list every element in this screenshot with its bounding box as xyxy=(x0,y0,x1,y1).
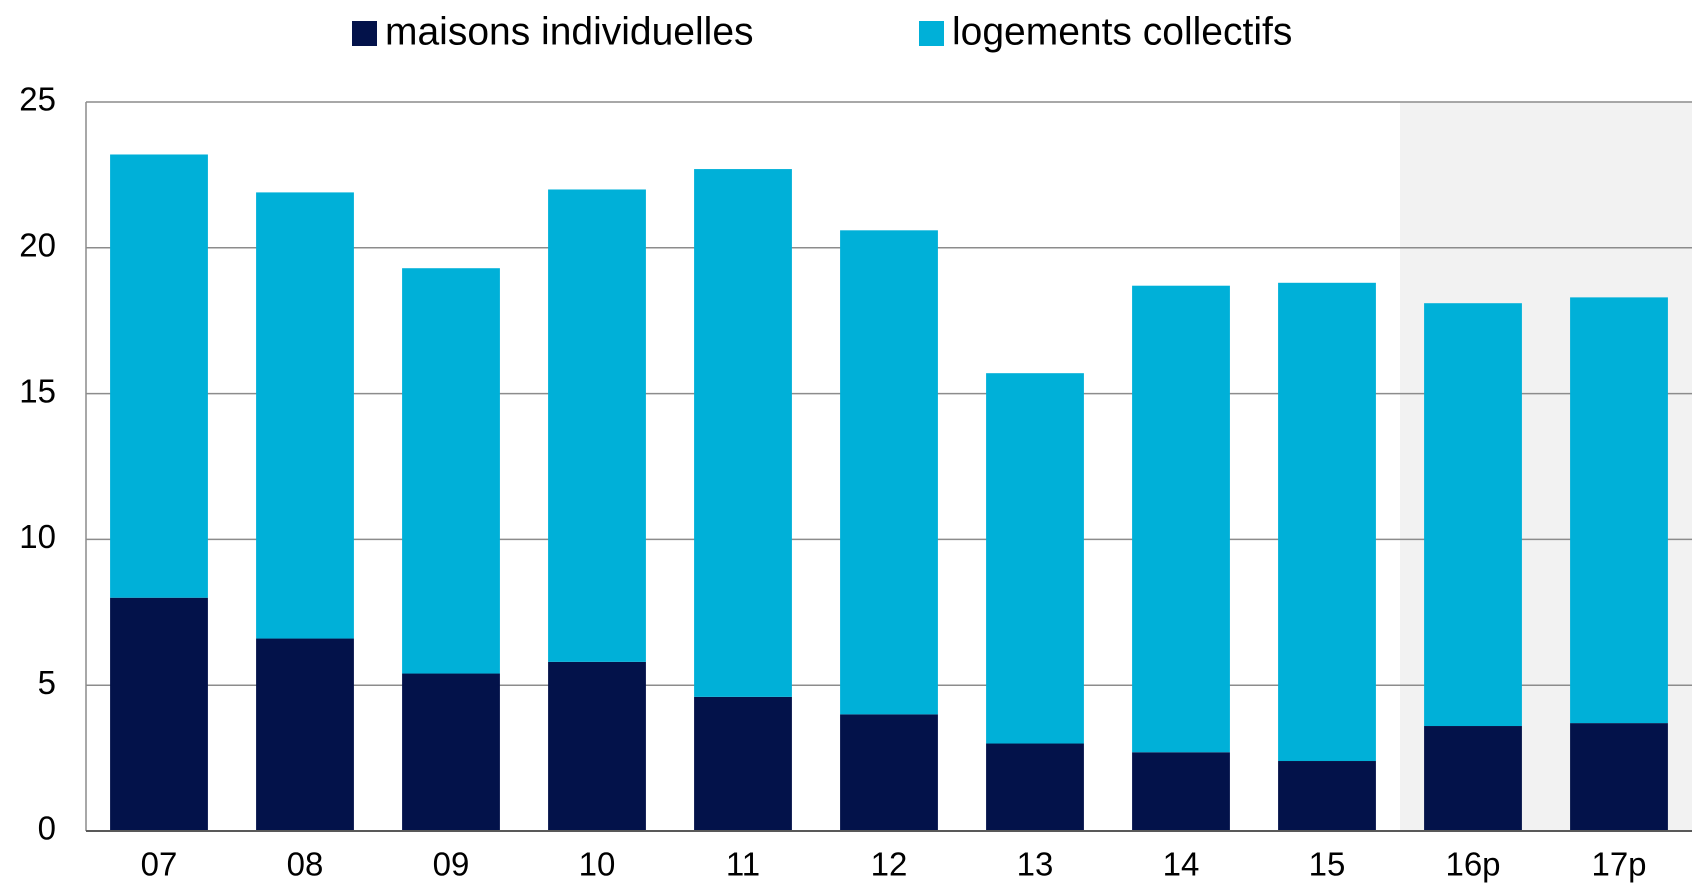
bar-segment xyxy=(402,673,500,831)
x-tick-label: 09 xyxy=(433,846,470,883)
legend-label: logements collectifs xyxy=(952,10,1292,53)
legend-swatch xyxy=(352,21,377,46)
bar-segment xyxy=(256,638,354,831)
x-tick-label: 11 xyxy=(726,846,760,883)
x-tick-label: 17p xyxy=(1591,846,1646,883)
x-tick-label: 12 xyxy=(871,846,908,883)
bar-segment xyxy=(548,661,646,831)
bar-segment xyxy=(986,373,1084,744)
x-tick-label: 13 xyxy=(1017,846,1054,883)
bar-segment xyxy=(1570,297,1668,724)
bar-segment xyxy=(110,154,208,598)
y-tick-label: 15 xyxy=(19,372,56,409)
bar-segment xyxy=(1278,282,1376,762)
x-tick-label: 14 xyxy=(1163,846,1200,883)
y-tick-label: 20 xyxy=(19,227,56,264)
bar-segment xyxy=(694,169,792,697)
bar-segment xyxy=(1424,726,1522,831)
x-tick-label: 07 xyxy=(141,846,178,883)
y-tick-label: 0 xyxy=(38,810,56,847)
bar-segment xyxy=(1278,761,1376,831)
x-tick-label: 10 xyxy=(579,846,616,883)
bar-segment xyxy=(548,189,646,662)
y-tick-label: 10 xyxy=(19,518,56,555)
bar-segment xyxy=(840,230,938,715)
bar-segment xyxy=(840,714,938,831)
x-tick-label: 15 xyxy=(1309,846,1346,883)
bar-segment xyxy=(110,597,208,831)
bar-segment xyxy=(694,696,792,831)
x-tick-label: 16p xyxy=(1445,846,1500,883)
bar-segment xyxy=(1132,285,1230,753)
bar-segment xyxy=(402,268,500,674)
legend-swatch xyxy=(919,21,944,46)
legend-label: maisons individuelles xyxy=(385,10,754,53)
y-tick-label: 5 xyxy=(38,664,56,701)
bar-segment xyxy=(1424,303,1522,727)
y-tick-label: 25 xyxy=(19,81,56,118)
bar-segment xyxy=(256,192,354,639)
bar-segment xyxy=(1570,723,1668,831)
x-tick-label: 08 xyxy=(287,846,324,883)
bar-segment xyxy=(1132,752,1230,831)
bar-segment xyxy=(986,743,1084,831)
